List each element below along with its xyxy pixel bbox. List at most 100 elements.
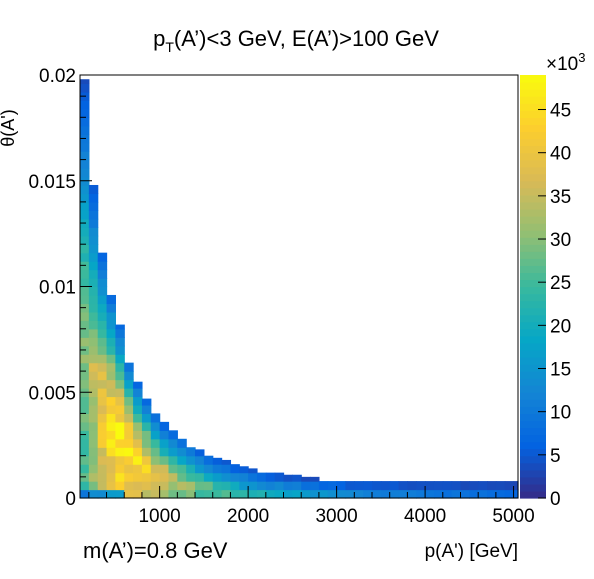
x-tick-label: 5000 xyxy=(492,506,534,527)
heatmap-cell xyxy=(275,473,284,482)
heatmap-cell xyxy=(133,396,142,405)
heatmap-cell xyxy=(230,464,239,473)
heatmap-cell xyxy=(98,456,107,465)
heatmap-cell xyxy=(115,388,124,397)
heatmap-cell xyxy=(80,464,89,473)
heatmap-cell xyxy=(195,481,204,490)
heatmap-cell xyxy=(98,320,107,329)
heatmap-cell xyxy=(98,354,107,363)
colorbar-segment xyxy=(520,75,546,83)
heatmap-cell xyxy=(80,320,89,329)
colorbar: 051015202530354045 xyxy=(520,75,571,510)
heatmap-cell xyxy=(98,346,107,355)
heatmap-cell xyxy=(107,456,116,465)
colorbar-segment xyxy=(520,470,546,478)
heatmap-cell xyxy=(407,481,416,490)
heatmap-cell xyxy=(177,481,186,490)
heatmap-cell xyxy=(177,464,186,473)
heatmap-cell xyxy=(284,481,293,490)
heatmap-cell xyxy=(89,490,98,499)
heatmap-cell xyxy=(496,490,505,499)
heatmap-cell xyxy=(151,481,160,490)
heatmap-cell xyxy=(195,456,204,465)
chart-title: pT(A’)<3 GeV, E(A’)>100 GeV xyxy=(153,26,439,55)
heatmap-cell xyxy=(177,490,186,499)
heatmap-cell xyxy=(124,464,133,473)
colorbar-segment xyxy=(520,315,546,323)
heatmap-cell xyxy=(115,329,124,338)
heatmap-cell xyxy=(372,490,381,499)
heatmap-cell xyxy=(115,430,124,439)
heatmap-cell xyxy=(160,439,169,448)
heatmap-cell xyxy=(354,481,363,490)
heatmap-cell xyxy=(80,109,89,118)
heatmap-cell xyxy=(124,481,133,490)
colorbar-segment xyxy=(520,294,546,302)
x-axis-label: p(A') [GeV] xyxy=(425,541,518,562)
heatmap-cell xyxy=(248,490,257,499)
colorbar-segment xyxy=(520,385,546,393)
heatmap-cell xyxy=(151,439,160,448)
heatmap-cell xyxy=(177,456,186,465)
colorbar-segment xyxy=(520,329,546,337)
heatmap-cell xyxy=(98,439,107,448)
heatmap-cell xyxy=(115,473,124,482)
colorbar-segment xyxy=(520,96,546,104)
heatmap-cell xyxy=(195,473,204,482)
heatmap-cell xyxy=(248,473,257,482)
colorbar-segment xyxy=(520,188,546,196)
colorbar-tick-label: 30 xyxy=(550,230,571,251)
colorbar-tick-label: 40 xyxy=(550,144,571,165)
colorbar-segment xyxy=(520,301,546,309)
heatmap-cell xyxy=(160,422,169,431)
heatmap-cell xyxy=(124,388,133,397)
heatmap-cell xyxy=(115,464,124,473)
colorbar-segment xyxy=(520,343,546,351)
y-tick-label: 0.02 xyxy=(39,66,76,87)
heatmap-cell xyxy=(222,473,231,482)
heatmap-cell xyxy=(133,439,142,448)
heatmap-cell xyxy=(168,464,177,473)
colorbar-segment xyxy=(520,237,546,245)
heatmap-cell xyxy=(98,329,107,338)
heatmap-cell xyxy=(107,346,116,355)
heatmap-cell xyxy=(443,490,452,499)
heatmap-cell xyxy=(177,473,186,482)
colorbar-segment xyxy=(520,399,546,407)
heatmap-cell xyxy=(301,481,310,490)
heatmap-cell xyxy=(328,490,337,499)
heatmap-cell xyxy=(115,380,124,389)
heatmap-cell xyxy=(124,473,133,482)
x-tick-label: 1000 xyxy=(138,506,180,527)
heatmap-cell xyxy=(80,405,89,414)
colorbar-segment xyxy=(520,223,546,231)
heatmap-cell xyxy=(80,151,89,160)
heatmap-cell xyxy=(80,278,89,287)
heatmap-cell xyxy=(133,464,142,473)
heatmap-cell xyxy=(80,126,89,135)
heatmap-cell xyxy=(487,490,496,499)
colorbar-segment xyxy=(520,378,546,386)
heatmap-cell xyxy=(168,481,177,490)
heatmap-cell xyxy=(186,490,195,499)
heatmap-cells xyxy=(80,79,519,498)
heatmap-cell xyxy=(310,477,319,482)
heatmap-cell xyxy=(222,460,231,465)
colorbar-segment xyxy=(520,251,546,259)
heatmap-cell xyxy=(310,481,319,490)
heatmap-cell xyxy=(168,447,177,456)
heatmap-cell xyxy=(107,337,116,346)
heatmap-cell xyxy=(107,329,116,338)
heatmap-cell xyxy=(80,236,89,245)
heatmap-cell xyxy=(89,227,98,236)
heatmap-cell xyxy=(80,287,89,296)
heatmap-cell xyxy=(107,439,116,448)
heatmap-cell xyxy=(80,270,89,279)
colorbar-segment xyxy=(520,413,546,421)
colorbar-segment xyxy=(520,420,546,428)
heatmap-cell xyxy=(239,473,248,482)
heatmap-cell xyxy=(239,466,248,473)
colorbar-segment xyxy=(520,491,546,499)
heatmap-cell xyxy=(80,79,89,84)
heatmap-cell xyxy=(151,422,160,431)
